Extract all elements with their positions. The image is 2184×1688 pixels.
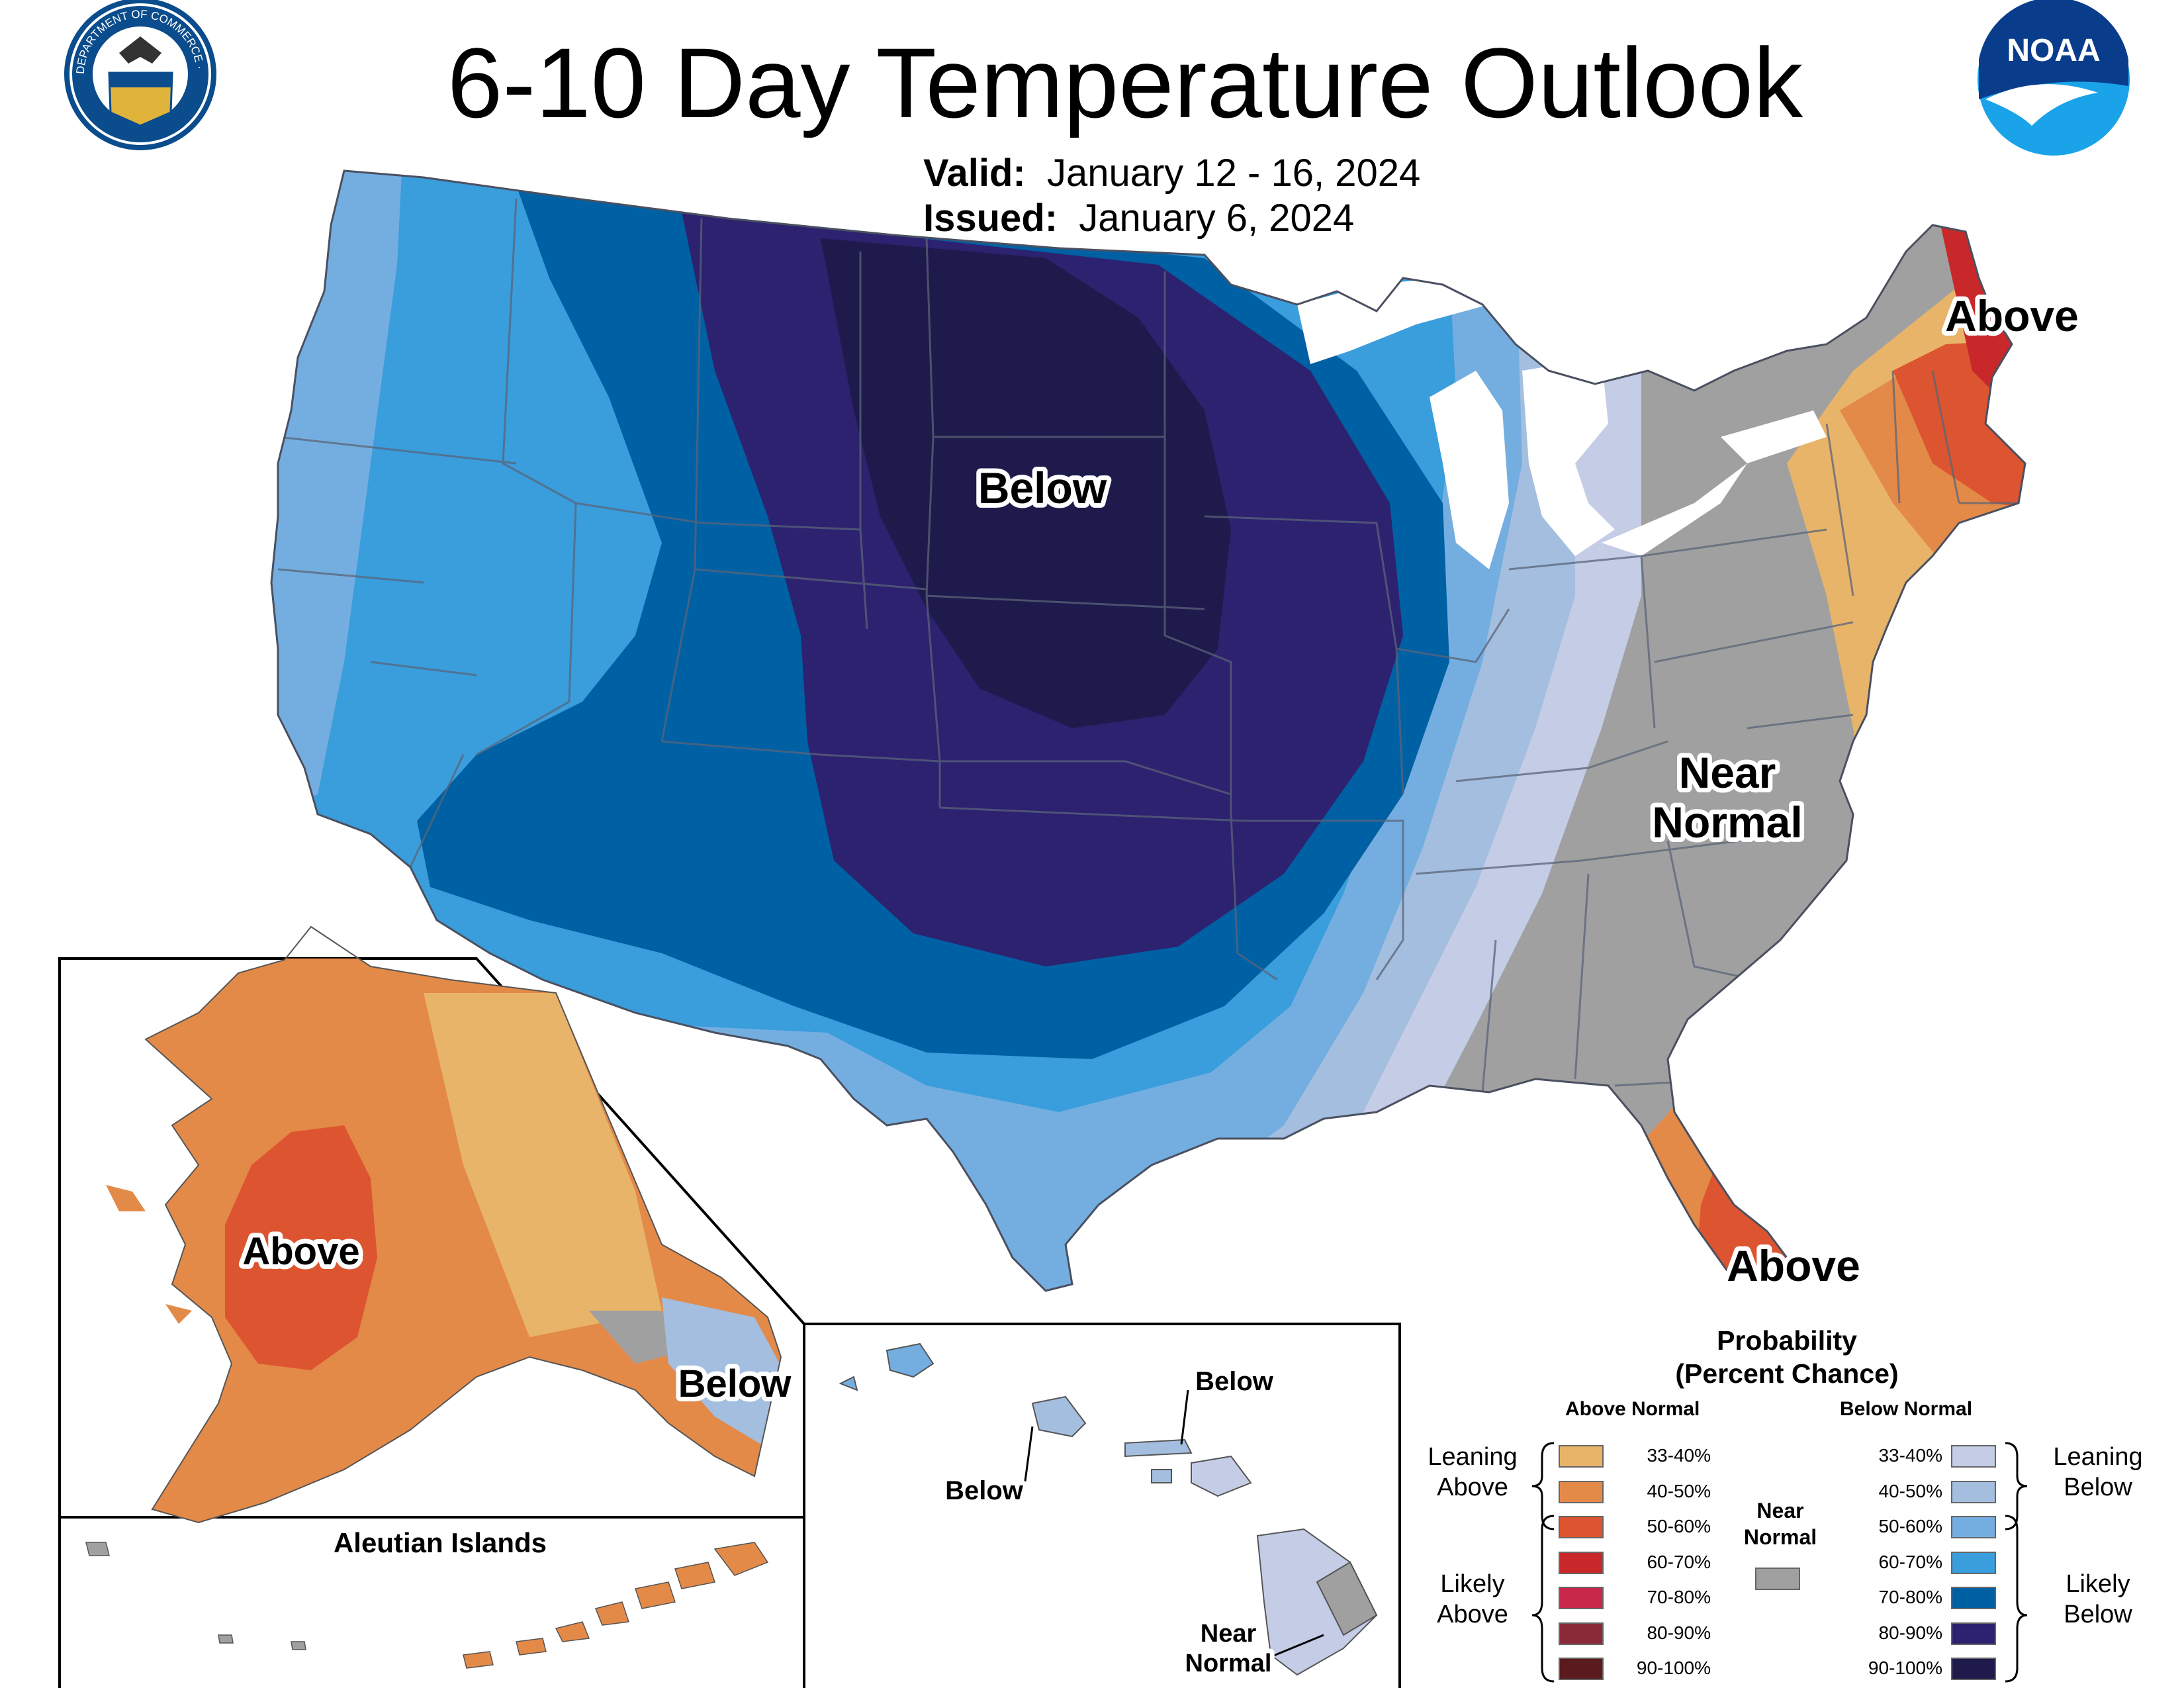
legend-above-swatch — [1559, 1658, 1604, 1680]
legend-below-header: Below Normal — [1840, 1398, 1973, 1420]
legend-below-swatch — [1951, 1587, 1996, 1609]
hawaii-below-label-1: Below — [1195, 1367, 1274, 1396]
legend-above-swatch — [1559, 1622, 1604, 1645]
legend-above-swatch — [1559, 1480, 1604, 1503]
noaa-logo: NOAA — [1978, 0, 2130, 156]
aleutian-islands-title: Aleutian Islands — [334, 1527, 547, 1558]
legend-likely-above: Likely Above — [1437, 1570, 1508, 1628]
legend-above-swatch — [1559, 1551, 1604, 1574]
legend-title-line1: Probability — [1717, 1325, 1857, 1356]
legend-below-range: 70-80% — [1878, 1587, 1942, 1607]
legend-above-header: Above Normal — [1565, 1398, 1700, 1420]
alaska-above-label: Above — [242, 1230, 359, 1273]
legend-below-range: 50-60% — [1878, 1516, 1942, 1536]
legend-above-swatch — [1559, 1445, 1604, 1468]
valid-value: January 12 - 16, 2024 — [1046, 152, 1421, 195]
legend-below-range: 33-40% — [1878, 1445, 1942, 1466]
alaska-below-label: Below — [678, 1362, 792, 1405]
hawaii-near-label-1: Near — [1201, 1620, 1257, 1648]
legend-below-swatch — [1951, 1551, 1996, 1574]
commerce-seal-logo — [64, 0, 216, 150]
legend-near-normal: Near Normal — [1743, 1499, 1817, 1549]
legend-below-range: 90-100% — [1868, 1658, 1942, 1678]
legend-below-swatch — [1951, 1658, 1996, 1680]
legend-above-swatch — [1559, 1516, 1604, 1538]
legend-above-range: 80-90% — [1647, 1622, 1711, 1643]
legend-title: Probability (Percent Chance) — [1602, 1324, 1972, 1390]
northeast-above-label: Above — [1945, 291, 2079, 340]
hawaii-below-label-2: Below — [945, 1476, 1024, 1505]
legend-above-range: 33-40% — [1647, 1445, 1711, 1466]
valid-label: Valid: — [923, 152, 1026, 195]
legend-title-line2: (Percent Chance) — [1675, 1358, 1899, 1389]
legend-below-swatch — [1951, 1622, 1996, 1645]
legend-below-swatch — [1951, 1480, 1996, 1503]
legend-above-range: 60-70% — [1647, 1551, 1711, 1572]
legend-below-swatch — [1951, 1445, 1996, 1468]
noaa-logo-text: NOAA — [2007, 33, 2100, 68]
near-normal-label-2: Normal — [1652, 798, 1802, 847]
legend-near-normal-swatch — [1755, 1568, 1800, 1590]
page-title: 6-10 Day Temperature Outlook — [447, 27, 1803, 138]
legend-above-range: 90-100% — [1636, 1658, 1711, 1678]
legend-leaning-below: Leaning Below — [2053, 1443, 2143, 1501]
issued-label: Issued: — [923, 197, 1058, 240]
legend-above-range: 50-60% — [1647, 1516, 1711, 1536]
florida-above-label: Above — [1727, 1241, 1860, 1290]
legend-above-range: 70-80% — [1647, 1587, 1711, 1607]
legend-above-swatch — [1559, 1587, 1604, 1609]
legend-leaning-above: Leaning Above — [1428, 1443, 1518, 1501]
legend-below-swatch — [1951, 1516, 1996, 1538]
legend-below-range: 60-70% — [1878, 1551, 1942, 1572]
legend-above-range: 40-50% — [1647, 1480, 1711, 1501]
near-normal-label-1: Near — [1679, 748, 1776, 797]
legend-below-range: 40-50% — [1878, 1480, 1942, 1501]
legend-below-range: 80-90% — [1878, 1622, 1942, 1643]
valid-issued-block: Valid: January 12 - 16, 2024 Issued: Jan… — [923, 151, 1420, 241]
hawaii-map — [839, 1342, 1378, 1676]
conus-below-label: Below — [978, 463, 1107, 512]
hawaii-near-label-2: Normal — [1185, 1650, 1272, 1677]
issued-value: January 6, 2024 — [1079, 197, 1355, 240]
legend-likely-below: Likely Below — [2064, 1570, 2132, 1628]
